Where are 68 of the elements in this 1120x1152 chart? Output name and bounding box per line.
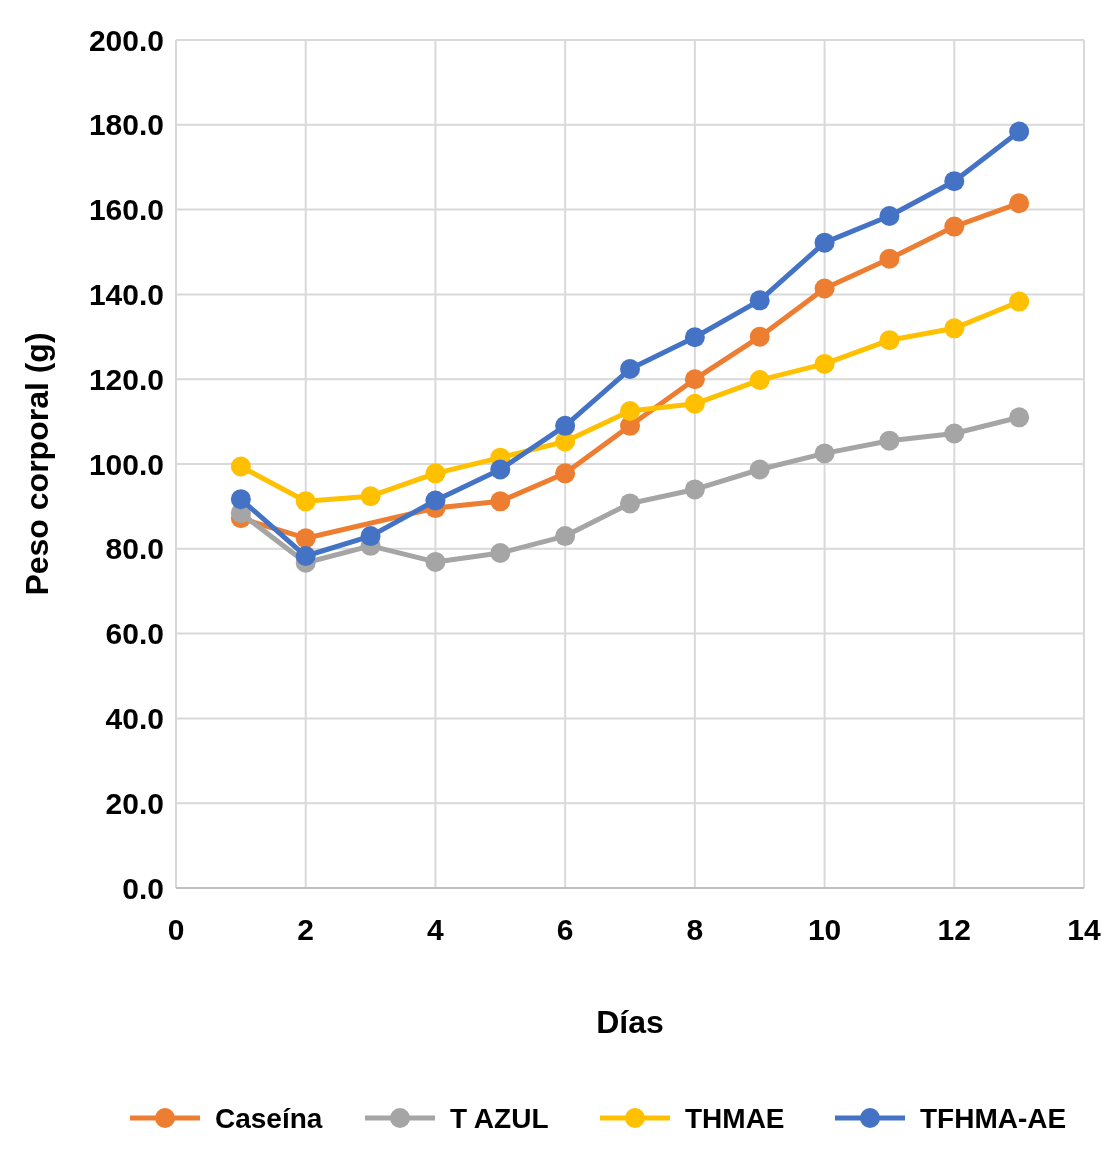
point <box>944 216 965 237</box>
point <box>360 526 381 547</box>
point <box>490 543 511 564</box>
x-tick-label: 6 <box>556 913 574 946</box>
y-tick-label: 80.0 <box>105 532 164 566</box>
y-tick-label: 140.0 <box>88 277 164 311</box>
point <box>684 393 705 414</box>
point <box>1009 121 1030 142</box>
point <box>684 479 705 500</box>
point <box>879 430 900 451</box>
point <box>944 318 965 339</box>
point <box>749 370 770 391</box>
point <box>879 248 900 269</box>
point <box>360 486 381 507</box>
y-tick-label: 160.0 <box>88 193 164 227</box>
point <box>555 415 576 436</box>
point <box>230 456 251 477</box>
legend-label: T AZUL <box>450 1102 549 1134</box>
point <box>749 326 770 347</box>
point <box>1009 407 1030 428</box>
x-tick-label: 4 <box>427 913 445 946</box>
y-tick-label: 100.0 <box>88 447 164 481</box>
x-tick-label: 2 <box>297 913 315 946</box>
point <box>684 369 705 390</box>
point <box>1009 193 1030 214</box>
point <box>295 546 316 567</box>
y-tick-label: 40.0 <box>105 701 164 735</box>
y-axis-title: Peso corporal (g) <box>19 332 55 596</box>
y-tick-label: 0.0 <box>122 871 164 905</box>
x-tick-label: 14 <box>1067 913 1101 946</box>
point <box>879 205 900 226</box>
point <box>814 443 835 464</box>
point <box>555 463 576 484</box>
point <box>620 493 640 514</box>
x-axis-title: Días <box>596 1004 664 1040</box>
point <box>814 353 835 374</box>
y-tick-label: 120.0 <box>88 362 164 396</box>
point <box>814 232 835 253</box>
point <box>814 278 835 299</box>
y-tick-label: 180.0 <box>88 108 164 142</box>
point <box>295 491 316 512</box>
y-tick-label: 60.0 <box>105 617 164 651</box>
x-tick-label: 12 <box>937 913 971 946</box>
point <box>684 327 705 348</box>
point <box>944 171 965 192</box>
point <box>490 491 511 512</box>
point <box>620 359 640 380</box>
y-tick-label: 200.0 <box>88 23 164 57</box>
point <box>1009 291 1030 312</box>
point <box>749 290 770 311</box>
x-tick-label: 10 <box>807 913 842 946</box>
point <box>425 463 446 484</box>
point <box>879 330 900 351</box>
x-tick-label: 8 <box>686 913 704 946</box>
point <box>944 423 965 444</box>
point <box>230 489 251 510</box>
point <box>555 526 576 547</box>
legend-label: Caseína <box>215 1102 323 1134</box>
point <box>425 551 446 572</box>
point <box>425 490 446 511</box>
x-tick-label: 0 <box>167 913 185 946</box>
point <box>749 459 770 480</box>
y-tick-label: 20.0 <box>105 786 164 820</box>
point <box>490 459 511 480</box>
legend-label: TFHMA-AE <box>920 1102 1067 1134</box>
point <box>295 528 316 549</box>
point <box>620 401 640 421</box>
legend-label: THMAE <box>685 1102 785 1134</box>
